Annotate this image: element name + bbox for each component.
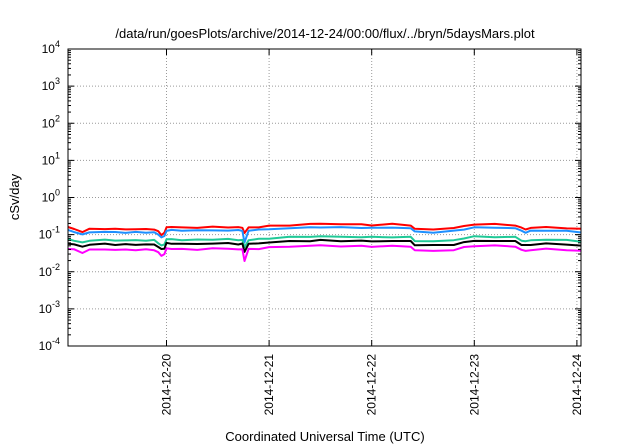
x-tick-label: 2014-12-22 <box>365 354 379 416</box>
series-line <box>67 222 582 237</box>
series-line <box>67 238 582 253</box>
x-tick-label: 2014-12-20 <box>159 354 173 416</box>
y-tick-label: 10-3 <box>39 299 60 316</box>
series-line <box>67 226 582 244</box>
chart-title: /data/run/goesPlots/archive/2014-12-24/0… <box>115 26 535 41</box>
plot-frame <box>67 48 582 347</box>
grid <box>68 49 581 346</box>
y-tick-label: 102 <box>42 113 60 130</box>
y-tick-label: 104 <box>42 39 60 56</box>
x-tick-label: 2014-12-23 <box>467 354 481 416</box>
series-line <box>67 235 582 249</box>
x-tick-label: 2014-12-24 <box>570 354 584 416</box>
axes-layer: 10-4 10-3 10-2 10-1 100 101 102 103 104 2014-12-2… <box>39 39 584 415</box>
y-tick-label: 10-2 <box>39 262 60 279</box>
x-axis-label: Coordinated Universal Time (UTC) <box>225 429 424 444</box>
y-tick-label: 103 <box>42 76 60 93</box>
y-axis-label: cSv/day <box>7 173 22 220</box>
y-tick-label: 100 <box>42 188 60 205</box>
series-line <box>67 244 582 262</box>
x-tick-label: 2014-12-21 <box>262 354 276 416</box>
y-tick-label: 10-4 <box>39 336 60 353</box>
y-tick-label: 10-1 <box>39 225 60 242</box>
y-tick-label: 101 <box>42 150 60 167</box>
series-layer <box>67 222 582 262</box>
